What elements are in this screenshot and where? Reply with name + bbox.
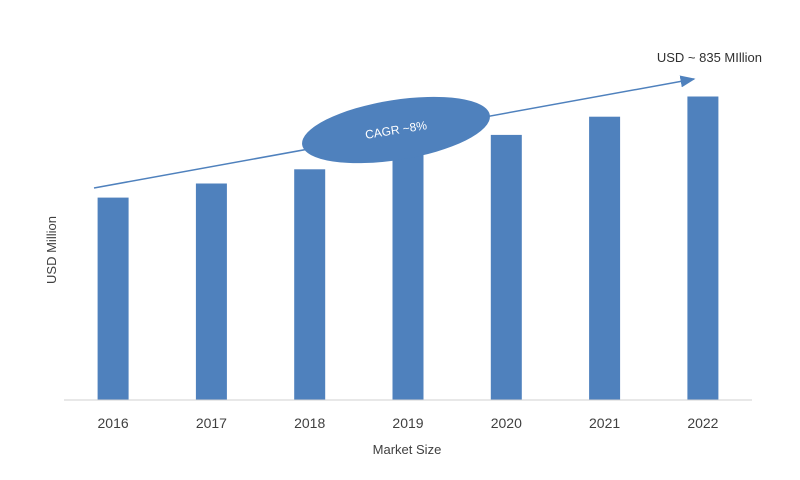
x-tick-label: 2022 <box>687 415 718 431</box>
x-tick-label: 2016 <box>98 415 129 431</box>
bar-series <box>97 96 719 400</box>
bar-2022 <box>687 96 719 400</box>
x-tick-label: 2020 <box>491 415 522 431</box>
x-tick-label: 2019 <box>392 415 423 431</box>
bar-2021 <box>589 116 621 400</box>
cagr-ellipse <box>302 96 490 164</box>
bar-2020 <box>490 134 522 400</box>
x-tick-label: 2018 <box>294 415 325 431</box>
x-tick-label: 2021 <box>589 415 620 431</box>
bar-2018 <box>294 169 326 400</box>
bar-2016 <box>97 197 129 400</box>
end-value-annotation: USD ~ 835 MIllion <box>657 50 762 65</box>
x-tick-label: 2017 <box>196 415 227 431</box>
x-axis-title: Market Size <box>373 442 442 457</box>
bar-2017 <box>195 183 227 400</box>
y-axis-title: USD Million <box>44 216 59 284</box>
bar-2019 <box>392 153 424 400</box>
x-tick-labels: 2016 2017 2018 2019 2020 2021 2022 <box>98 415 719 431</box>
